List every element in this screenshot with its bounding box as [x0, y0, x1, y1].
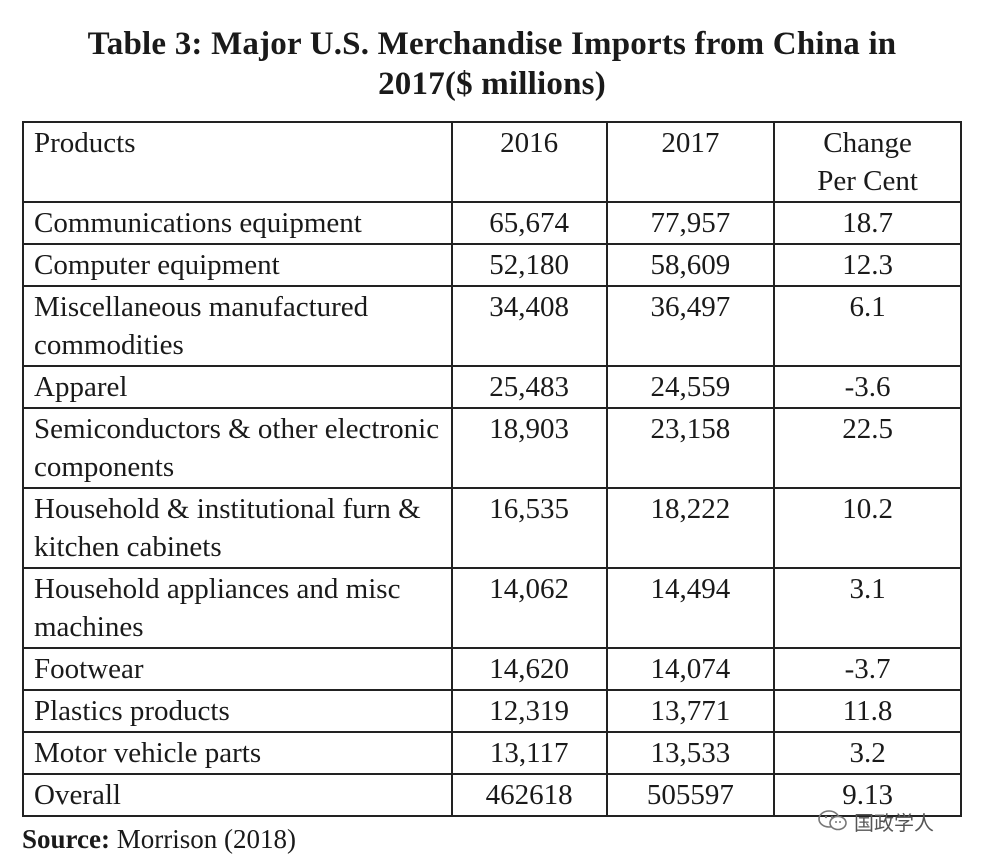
table-row: Footwear 14,620 14,074 -3.7 [22, 647, 962, 691]
table-row: Household appliances and misc machines 1… [22, 567, 962, 649]
change-cell: 10.2 [773, 487, 962, 569]
table-row: Motor vehicle parts 13,117 13,533 3.2 [22, 731, 962, 775]
value-2017-cell: 23,158 [605, 407, 776, 489]
value-2017-cell: 14,494 [605, 567, 776, 649]
change-cell: 3.2 [773, 731, 962, 775]
value-2016-cell: 462618 [450, 773, 608, 817]
product-cell: Motor vehicle parts [22, 731, 453, 775]
value-2017-cell: 18,222 [605, 487, 776, 569]
product-cell: Miscellaneous manufactured commodities [22, 285, 453, 367]
table-row: Apparel 25,483 24,559 -3.6 [22, 365, 962, 409]
table-row: Communications equipment 65,674 77,957 1… [22, 201, 962, 245]
source-label: Source: [22, 824, 110, 854]
value-2016-cell: 13,117 [450, 731, 608, 775]
watermark-text: 国政学人 [854, 810, 934, 835]
value-2016-cell: 16,535 [450, 487, 608, 569]
table-row-overall: Overall 462618 505597 9.13 [22, 773, 962, 817]
value-2016-cell: 12,319 [450, 689, 608, 733]
product-cell: Household & institutional furn & kitchen… [22, 487, 453, 569]
table-row: Household & institutional furn & kitchen… [22, 487, 962, 569]
table-row: Computer equipment 52,180 58,609 12.3 [22, 243, 962, 287]
change-cell: -3.6 [773, 365, 962, 409]
source-text: Morrison (2018) [116, 824, 296, 854]
table-title-line-1: Table 3: Major U.S. Merchandise Imports … [87, 26, 897, 62]
product-cell: Computer equipment [22, 243, 453, 287]
product-cell: Communications equipment [22, 201, 453, 245]
column-header-products: Products [22, 121, 453, 203]
value-2016-cell: 34,408 [450, 285, 608, 367]
value-2017-cell: 24,559 [605, 365, 776, 409]
product-cell: Overall [22, 773, 453, 817]
value-2016-cell: 65,674 [450, 201, 608, 245]
change-cell: 6.1 [773, 285, 962, 367]
value-2016-cell: 25,483 [450, 365, 608, 409]
value-2017-cell: 36,497 [605, 285, 776, 367]
value-2016-cell: 18,903 [450, 407, 608, 489]
product-cell: Plastics products [22, 689, 453, 733]
table-title-line-2: 2017($ millions) [378, 66, 606, 102]
change-cell: 22.5 [773, 407, 962, 489]
product-cell: Semiconductors & other electronic compon… [22, 407, 453, 489]
column-header-change: Change Per Cent [773, 121, 962, 203]
source-note: Source: Morrison (2018) [22, 822, 296, 856]
imports-table: Products 2016 2017 Change Per Cent Commu… [22, 121, 962, 817]
column-header-2017: 2017 [605, 121, 776, 203]
wechat-icon [818, 810, 848, 832]
header-row: Products 2016 2017 Change Per Cent [22, 121, 962, 203]
value-2017-cell: 505597 [605, 773, 776, 817]
change-cell: -3.7 [773, 647, 962, 691]
change-cell: 11.8 [773, 689, 962, 733]
value-2017-cell: 13,771 [605, 689, 776, 733]
change-cell: 3.1 [773, 567, 962, 649]
value-2017-cell: 14,074 [605, 647, 776, 691]
value-2016-cell: 52,180 [450, 243, 608, 287]
table-title: Table 3: Major U.S. Merchandise Imports … [0, 24, 984, 104]
change-cell: 9.13 [773, 773, 962, 817]
value-2017-cell: 77,957 [605, 201, 776, 245]
column-header-2016: 2016 [450, 121, 608, 203]
table-row: Plastics products 12,319 13,771 11.8 [22, 689, 962, 733]
table-row: Semiconductors & other electronic compon… [22, 407, 962, 489]
value-2016-cell: 14,620 [450, 647, 608, 691]
table-row: Miscellaneous manufactured commodities 3… [22, 285, 962, 367]
product-cell: Household appliances and misc machines [22, 567, 453, 649]
value-2017-cell: 58,609 [605, 243, 776, 287]
value-2017-cell: 13,533 [605, 731, 776, 775]
change-cell: 18.7 [773, 201, 962, 245]
product-cell: Apparel [22, 365, 453, 409]
product-cell: Footwear [22, 647, 453, 691]
change-cell: 12.3 [773, 243, 962, 287]
value-2016-cell: 14,062 [450, 567, 608, 649]
watermark: 国政学人 [818, 806, 934, 836]
